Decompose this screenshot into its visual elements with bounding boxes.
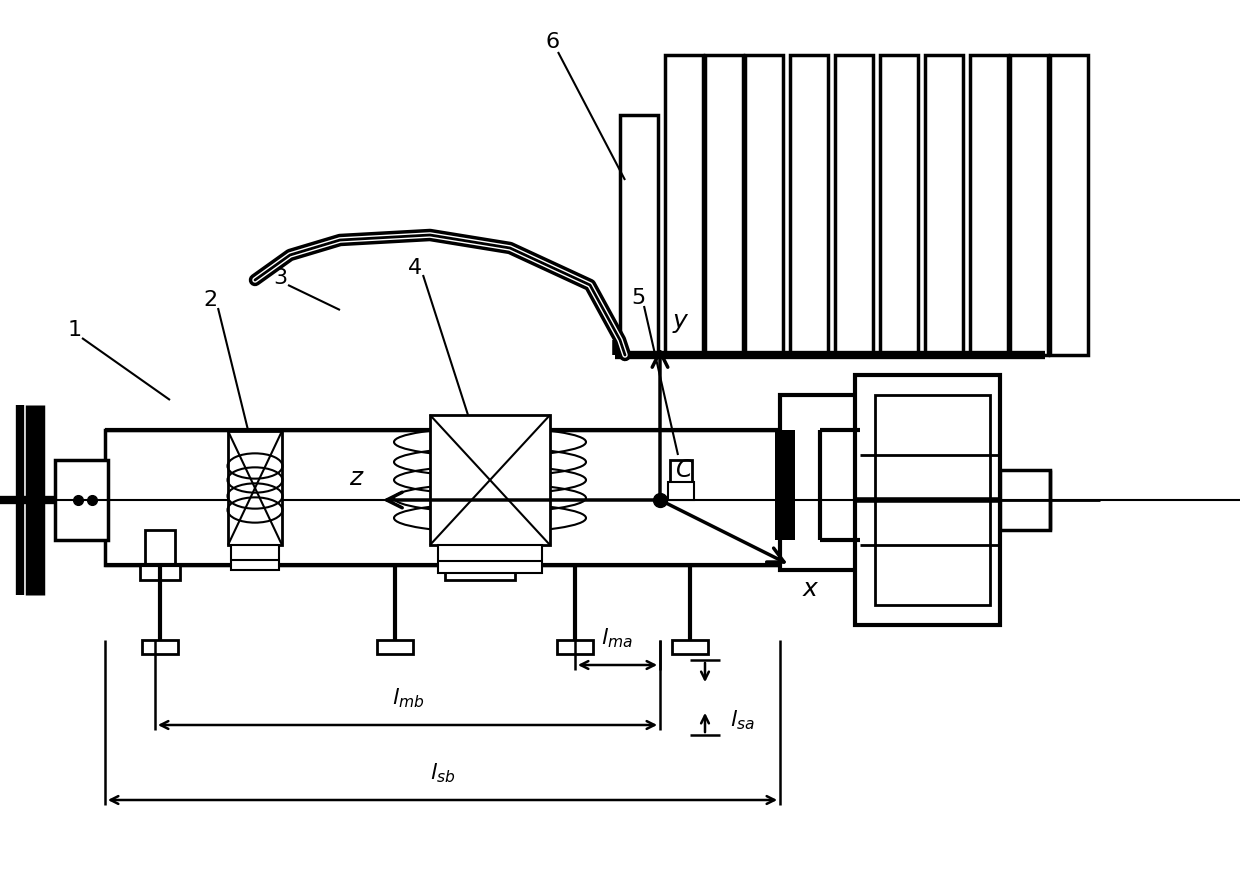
Bar bbox=[1050, 55, 1087, 355]
Text: 2: 2 bbox=[203, 290, 217, 310]
Bar bbox=[790, 55, 828, 355]
Bar bbox=[143, 640, 179, 654]
Text: 6: 6 bbox=[546, 32, 560, 52]
Text: $z$: $z$ bbox=[350, 466, 365, 490]
Bar bbox=[970, 55, 1008, 355]
Bar bbox=[450, 530, 510, 570]
Bar bbox=[925, 55, 963, 355]
Bar bbox=[140, 565, 180, 580]
Bar bbox=[775, 430, 795, 540]
Bar bbox=[672, 640, 708, 654]
Bar bbox=[231, 545, 279, 570]
Bar bbox=[557, 640, 593, 654]
Bar bbox=[665, 55, 703, 355]
Bar bbox=[620, 115, 658, 355]
Bar bbox=[668, 482, 694, 500]
Text: $l_{sb}$: $l_{sb}$ bbox=[430, 761, 455, 785]
Text: 4: 4 bbox=[408, 258, 422, 278]
Bar bbox=[875, 395, 990, 605]
Bar bbox=[145, 530, 175, 570]
Bar bbox=[999, 470, 1050, 530]
Bar bbox=[445, 565, 515, 580]
Bar bbox=[856, 375, 999, 625]
Bar bbox=[55, 460, 108, 540]
Bar bbox=[880, 55, 918, 355]
Bar bbox=[1011, 55, 1048, 355]
Text: 1: 1 bbox=[68, 320, 82, 340]
Bar bbox=[105, 430, 780, 565]
Bar bbox=[438, 545, 542, 573]
Text: $l_{sa}$: $l_{sa}$ bbox=[730, 708, 755, 732]
Text: $l_{ma}$: $l_{ma}$ bbox=[601, 627, 632, 650]
Bar bbox=[670, 460, 692, 482]
Bar bbox=[706, 55, 743, 355]
Text: $l_{mb}$: $l_{mb}$ bbox=[392, 686, 424, 710]
Bar bbox=[835, 55, 873, 355]
Text: $y$: $y$ bbox=[672, 311, 689, 335]
Text: $C$: $C$ bbox=[675, 458, 693, 482]
Bar bbox=[377, 640, 413, 654]
Bar bbox=[228, 431, 281, 545]
Bar bbox=[780, 395, 861, 570]
Text: 5: 5 bbox=[631, 288, 645, 308]
Text: 3: 3 bbox=[273, 268, 288, 288]
Bar bbox=[430, 415, 551, 545]
Bar bbox=[745, 55, 782, 355]
Text: $x$: $x$ bbox=[802, 577, 820, 601]
